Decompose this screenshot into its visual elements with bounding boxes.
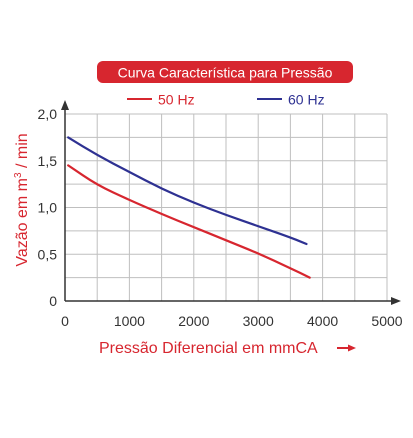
- series-line-60hz: [67, 136, 308, 246]
- x-tick-labels: 0 1000 2000 3000 4000 5000: [61, 313, 403, 329]
- x-tick-label: 2000: [178, 313, 209, 329]
- x-axis-label: Pressão Diferencial em mmCA: [99, 340, 318, 357]
- x-tick-label: 3000: [243, 313, 274, 329]
- x-tick-label: 1000: [114, 313, 145, 329]
- y-axis-label-superscript: 3: [13, 172, 24, 178]
- y-tick-label: 1,0: [38, 200, 58, 216]
- y-tick-labels: 0 0,5 1,0 1,5 2,0: [38, 106, 58, 309]
- y-axis-label-tail: / min: [14, 133, 31, 172]
- legend: 50 Hz 60 Hz: [127, 92, 325, 108]
- x-tick-label: 4000: [307, 313, 338, 329]
- y-tick-label: 2,0: [38, 106, 58, 122]
- grid: [65, 113, 388, 301]
- chart-title-background: [97, 61, 353, 83]
- x-tick-label: 0: [61, 313, 69, 329]
- series-line-50hz: [67, 164, 311, 279]
- chart-title: Curva Característica para Pressão: [118, 65, 333, 81]
- legend-label-50hz: 50 Hz: [158, 92, 195, 108]
- y-axis-arrowhead: [61, 100, 69, 110]
- x-tick-label: 5000: [371, 313, 402, 329]
- x-axis-title: Pressão Diferencial em mmCA: [99, 340, 356, 357]
- y-axis-label: Vazão em m3 / min: [13, 133, 31, 266]
- series-layer: [67, 136, 311, 279]
- chart-title-banner: Curva Característica para Pressão: [97, 61, 353, 83]
- axes: [61, 100, 401, 305]
- x-label-arrow-head: [348, 344, 356, 352]
- y-tick-label: 1,5: [38, 153, 58, 169]
- y-tick-label: 0,5: [38, 246, 58, 262]
- y-tick-label: 0: [49, 293, 57, 309]
- x-axis-arrowhead: [391, 297, 401, 305]
- legend-label-60hz: 60 Hz: [288, 92, 325, 108]
- y-axis-label-main: Vazão em m: [14, 178, 31, 267]
